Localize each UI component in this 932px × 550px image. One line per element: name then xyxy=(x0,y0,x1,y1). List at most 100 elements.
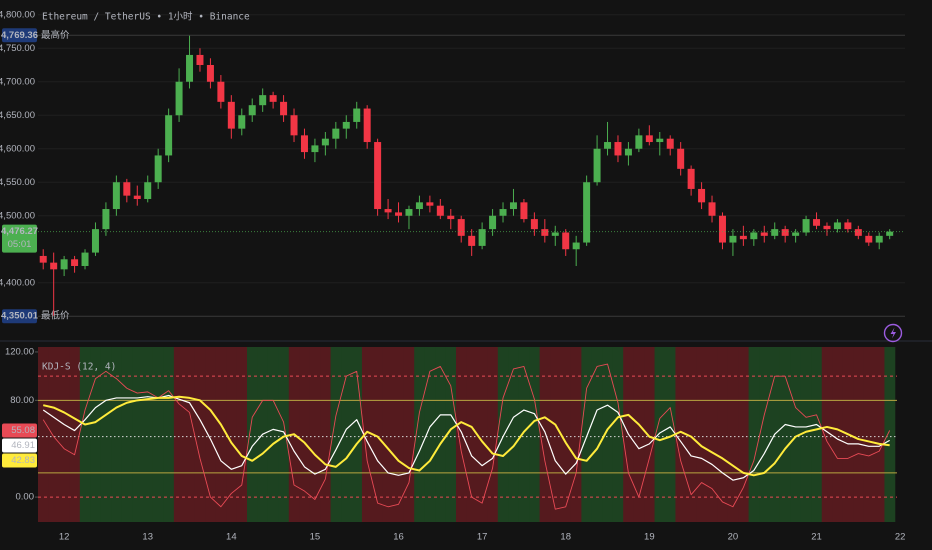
candle xyxy=(614,135,622,163)
candle xyxy=(238,108,246,136)
candle xyxy=(520,198,528,223)
candle-body xyxy=(478,229,486,246)
x-tick-label: 15 xyxy=(310,532,321,543)
candle-body xyxy=(645,135,653,143)
countdown-label: 05:01 xyxy=(8,239,32,250)
regime-band xyxy=(132,347,143,522)
alert-icon[interactable] xyxy=(883,323,903,343)
candle-body xyxy=(656,138,664,143)
regime-band xyxy=(361,347,373,522)
regime-band xyxy=(560,347,572,522)
regime-band xyxy=(38,347,49,522)
candle xyxy=(760,225,768,243)
candle xyxy=(478,222,486,250)
regime-band xyxy=(278,347,290,522)
candle xyxy=(186,35,194,89)
regime-band xyxy=(403,347,415,522)
candle-body xyxy=(520,202,528,220)
candle-body xyxy=(39,255,47,263)
candle-body xyxy=(771,229,779,236)
y-tick-label: 4,550.00 xyxy=(0,177,35,188)
candle-body xyxy=(677,148,685,169)
y-tick-label: 4,650.00 xyxy=(0,110,35,121)
candle xyxy=(227,95,235,139)
regime-band xyxy=(215,347,227,522)
regime-band xyxy=(466,347,478,522)
candle xyxy=(206,58,214,89)
regime-band xyxy=(372,347,384,522)
candle xyxy=(677,142,685,176)
regime-band xyxy=(414,347,426,522)
last-value-box xyxy=(2,453,37,468)
candle-body xyxy=(248,105,256,116)
candle xyxy=(447,209,455,230)
last-value-label: 46.91 xyxy=(11,440,35,451)
candle xyxy=(854,225,862,240)
candle xyxy=(781,225,789,243)
regime-band xyxy=(424,347,436,522)
indicator-title: KDJ-S (12, 4) xyxy=(42,362,116,373)
regime-band xyxy=(79,347,91,522)
regime-band xyxy=(665,347,676,522)
price-marker-box xyxy=(2,28,37,43)
candle-body xyxy=(666,138,674,149)
regime-band xyxy=(226,347,237,522)
candle-body xyxy=(509,202,517,210)
candle-body xyxy=(468,235,476,246)
regime-band xyxy=(811,347,823,522)
candle xyxy=(50,252,58,317)
candle xyxy=(499,202,507,223)
alert-icon-bolt[interactable] xyxy=(890,327,897,339)
candle-body xyxy=(541,229,549,236)
candle xyxy=(666,135,674,156)
candle-body xyxy=(875,235,883,243)
candle-body xyxy=(405,209,413,216)
regime-band xyxy=(884,347,896,522)
y-tick-label: 4,500.00 xyxy=(0,210,35,221)
regime-band xyxy=(602,347,614,522)
candle xyxy=(290,108,298,143)
candle-body xyxy=(165,115,173,156)
candle-body xyxy=(290,115,298,136)
regime-band xyxy=(382,347,394,522)
candle xyxy=(823,222,831,236)
regime-band xyxy=(299,347,311,522)
x-tick-label: 14 xyxy=(226,532,237,543)
candle xyxy=(593,135,601,186)
candle xyxy=(175,68,183,122)
candle-body xyxy=(802,219,810,233)
candle xyxy=(415,195,423,216)
regime-band xyxy=(717,347,729,522)
candle-body xyxy=(50,262,58,270)
last-value-box xyxy=(2,438,37,453)
candle-body xyxy=(300,135,308,153)
regime-band xyxy=(309,347,321,522)
candle xyxy=(426,195,434,213)
last-value-label: 42.83 xyxy=(11,455,35,466)
candle xyxy=(530,212,538,236)
regime-band xyxy=(508,347,520,522)
candle xyxy=(259,88,267,112)
regime-band xyxy=(874,347,885,522)
regime-band xyxy=(550,347,561,522)
x-tick-label: 20 xyxy=(728,532,739,543)
last-price-box xyxy=(2,224,37,253)
candle xyxy=(489,209,497,236)
y-tick-label: 4,750.00 xyxy=(0,43,35,54)
regime-band xyxy=(529,347,540,522)
candle-body xyxy=(457,219,465,236)
candle-body xyxy=(635,135,643,149)
candle xyxy=(708,195,716,223)
candle-body xyxy=(698,188,706,203)
candle xyxy=(374,138,382,216)
candle xyxy=(750,229,758,246)
regime-band xyxy=(111,347,122,522)
candle xyxy=(718,212,726,250)
candle-body xyxy=(760,232,768,236)
candle-body xyxy=(342,121,350,129)
candle xyxy=(865,232,873,246)
candle-body xyxy=(865,235,873,243)
alert-icon-ring[interactable] xyxy=(883,323,903,343)
regime-band xyxy=(612,347,624,522)
